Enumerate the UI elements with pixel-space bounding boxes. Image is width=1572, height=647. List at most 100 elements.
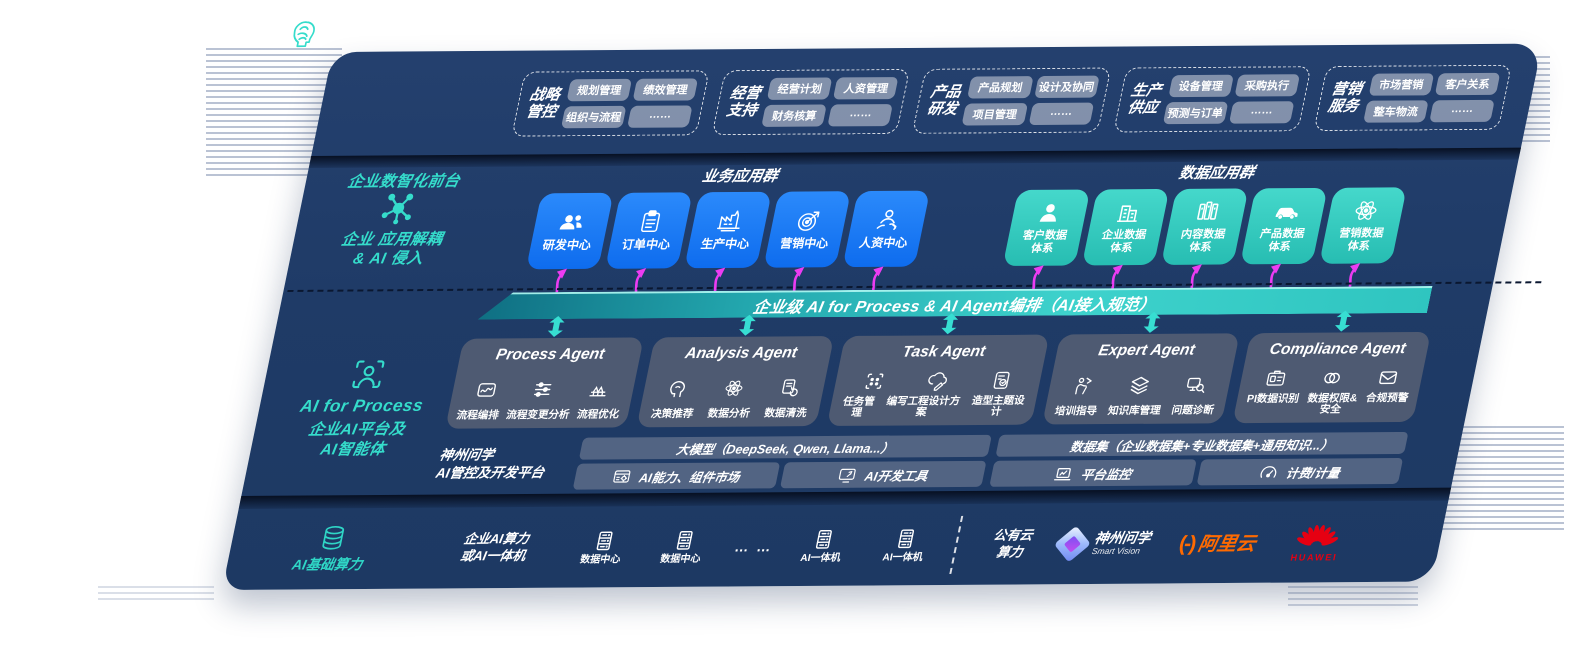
vendor-name: HUAWEI [1289,551,1339,563]
data-box-label: 营销数据 体系 [1337,227,1385,253]
app-box-production: 生产中心 [684,191,772,301]
group-operation: 经营 支持 经营计划 人资管理 财务核算 …… [711,68,911,135]
capability: 编写工程设计方案 [885,395,962,419]
ai-platform-label: AI for Process 企业AI平台及 AI智能体 [267,357,456,460]
module-chip: 项目管理 [962,102,1028,126]
teal-double-arrow [1142,311,1163,333]
vendor-name: 神州问学 [1093,529,1153,546]
cloud-edit-icon [926,372,949,392]
dataset-bar: 数据集（企业数据集+专业数据集+通用知识...） [995,431,1409,457]
capability: 流程优化 [575,408,621,422]
capability: 数据清洗 [763,407,808,420]
node-label: AI一体机 [881,551,924,563]
group-product: 产品 研发 产品规划 设计及协同 项目管理 …… [912,67,1112,134]
group-title: 经营 支持 [725,84,763,120]
capability: 数据权限& 安全 [1306,392,1359,417]
group-title: 营销 服务 [1326,80,1364,115]
molecule-icon [378,192,417,226]
agent-card-compliance: Compliance Agent PI数据识别 数据权限& 安全 合规预警 [1232,310,1432,424]
smartvision-diamond-logo-icon [1054,525,1091,563]
module-chip: …… [1429,99,1495,122]
order-clipboard-icon [640,210,661,233]
dev-platform-label: 神州问学 AI管控及开发平台 [434,447,546,481]
app-box-label: 人资中心 [857,235,909,251]
module-chip: 经营计划 [767,76,833,100]
agent-card-task: Task Agent 任务管理 编写工程设计方案 造型主题设计 [827,313,1050,427]
ai-appliance-node: AI一体机 [799,527,846,564]
flow-orchestration-icon [477,383,497,398]
module-chip: 设计及协同 [1033,75,1100,98]
teal-double-arrow [940,313,960,335]
teal-double-arrow [737,314,757,336]
front-groups: 战略 管控 规划管理 绩效管理 组织与流程 …… 经营 支持 经营计划 人资管理… [511,64,1513,137]
app-box-order: 订单中心 [605,192,693,301]
server-icon [816,529,833,549]
team-icon [559,215,585,230]
app-box-marketing: 营销中心 [763,191,851,300]
dashed-divider [949,515,964,574]
ai-market-item: AI能力、组件市场 [572,462,780,490]
group-title: 产品 研发 [925,83,963,118]
app-box-label: 营销中心 [778,236,830,251]
stripe-decoration [1288,586,1418,608]
group-title: 生产 供应 [1125,81,1164,117]
layer-title: 企业 应用解耦 & AI 侵入 [339,230,445,268]
capability: 任务管理 [841,395,876,420]
data-group-title: 数据应用群 [1177,164,1257,182]
infra-label: AI基础算力 [277,523,383,574]
business-app-group: 业务应用群 研发中心 订单中心 生产中心 营销中心 [522,164,938,302]
server-icon [595,531,613,550]
module-chip: 规划管理 [566,78,633,101]
teal-double-arrow [546,316,566,338]
flow-change-icon [533,382,553,398]
diagnosis-icon [1185,377,1207,394]
training-icon [1075,377,1093,395]
knowledge-layers-icon [1129,376,1150,395]
module-chip: 客户关系 [1434,72,1501,95]
business-group-title: 业务应用群 [700,167,780,186]
permission-rings-icon [1322,373,1341,384]
teal-double-arrow [1333,310,1354,332]
layer-infrastructure: AI基础算力 企业AI算力 或AI一体机 数据中心 数据中心 … … AI一体机… [222,501,1448,590]
stripe-decoration [98,586,214,602]
module-chip: 预测与订单 [1162,101,1229,124]
vendor-subtitle: Smart Vision [1090,545,1142,557]
group-strategy: 战略 管控 规划管理 绩效管理 组织与流程 …… [511,69,711,137]
agent-title: Process Agent [494,345,607,364]
data-box-content: 内容数据 体系 [1160,188,1249,298]
alert-mail-icon [1378,371,1397,385]
layer-subtitle: 企业AI平台及 AI智能体 [306,421,407,459]
dataset-column: 数据集（企业数据集+专业数据集+通用知识...） 平台监控 计费/计量 [989,431,1409,487]
enterprise-compute-label: 企业AI算力 或AI一体机 [459,530,531,563]
server-icon [676,530,693,550]
app-box-label: 生产中心 [699,236,751,252]
model-column: 大模型（DeepSeek, Qwen, Llama...） AI能力、组件市场 … [572,434,992,490]
module-chip: 整车物流 [1363,99,1429,123]
agent-card-process: Process Agent 流程编排 流程变更分析 流程优化 [445,316,644,429]
decision-head-icon [668,381,687,398]
decouple-label: 企业 应用解耦 & AI 侵入 [283,167,505,292]
dev-tools-icon [838,468,857,483]
layer-front-office: 企业数智化前台 战略 管控 规划管理 绩效管理 组织与流程 …… 经营 支持 经… [290,21,1542,191]
layer-ai-platform: AI for Process 企业AI平台及 AI智能体 Process Age… [241,284,1493,496]
agent-title: Analysis Agent [683,344,799,363]
capability: 知识库管理 [1106,405,1162,418]
gauge-icon [1260,465,1278,478]
group-title: 战略 管控 [524,86,562,121]
ellipsis: … … [733,537,775,554]
server-icon [898,528,915,548]
agent-title: Expert Agent [1096,341,1197,360]
module-chip: …… [1228,100,1295,124]
layer-title: AI基础算力 [290,555,365,573]
ai-appliance-node: AI一体机 [881,527,928,563]
style-card-icon [993,372,1011,390]
module-chip: 采购执行 [1234,73,1300,97]
module-chip: 绩效管理 [632,77,699,101]
module-chip: …… [827,103,894,126]
module-chip: 市场营销 [1368,72,1435,96]
tool-label: 平台监控 [1079,467,1133,482]
public-cloud-label: 公有云 算力 [992,527,1035,560]
diagram-board: 企业数智化前台 战略 管控 规划管理 绩效管理 组织与流程 …… 经营 支持 经… [222,21,1543,590]
vendor-huawei: HUAWEI [1290,522,1345,562]
node-label: 数据中心 [659,553,702,565]
